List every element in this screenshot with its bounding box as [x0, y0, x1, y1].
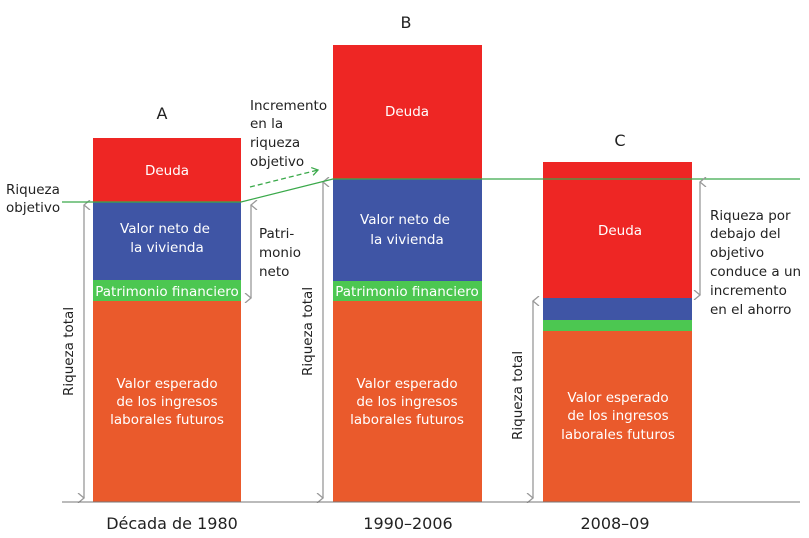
bar-c: C Deuda Valor esperado de los ingresos l… [510, 131, 692, 533]
labor-label: de los ingresos [116, 394, 217, 410]
net-worth-label: Patri- [259, 226, 294, 242]
target-label: Riqueza [6, 182, 60, 198]
total-label: Riqueza total [510, 351, 526, 440]
labor-segment [333, 301, 482, 502]
increase-label: en la [250, 116, 283, 132]
housing-label: Valor neto de [120, 221, 210, 237]
total-label: Riqueza total [61, 307, 77, 396]
bar-label: C [614, 131, 625, 150]
housing-label: la vivienda [130, 240, 204, 256]
labor-label: de los ingresos [567, 408, 668, 424]
bar-label: A [157, 104, 168, 123]
debt-label: Deuda [385, 104, 429, 120]
financial-label: Patrimonio financiero [95, 284, 239, 300]
housing-segment [543, 298, 692, 320]
period-label: 1990–2006 [363, 514, 452, 533]
housing-label: la vivienda [370, 232, 444, 248]
net-worth-label: neto [259, 264, 289, 280]
below-target-label: incremento [710, 283, 787, 299]
financial-segment [333, 281, 482, 301]
debt-label: Deuda [598, 223, 642, 239]
period-label: Década de 1980 [106, 514, 238, 533]
labor-label: de los ingresos [356, 394, 457, 410]
financial-segment [543, 320, 692, 331]
labor-segment [93, 301, 241, 502]
bar-a: A Deuda Valor neto de la vivienda Patrim… [61, 104, 241, 533]
housing-segment [333, 179, 482, 281]
labor-label: laborales futuros [350, 412, 464, 428]
target-wealth-line [62, 178, 800, 203]
below-target-label: Riqueza por [710, 208, 791, 224]
labor-label: Valor esperado [356, 376, 457, 392]
debt-segment [333, 45, 482, 179]
increase-label: riqueza [250, 135, 300, 151]
housing-segment [93, 202, 241, 280]
increase-label: objetivo [250, 154, 304, 170]
labor-label: laborales futuros [110, 412, 224, 428]
financial-segment [93, 280, 241, 301]
housing-label: Valor neto de [360, 212, 450, 228]
bar-b: B Deuda Valor neto de la vivienda Patrim… [300, 13, 482, 533]
bar-label: B [401, 13, 412, 32]
labor-label: Valor esperado [567, 390, 668, 406]
labor-segment [543, 331, 692, 502]
below-target-label: debajo del [710, 226, 781, 242]
increase-label: Incremento [250, 98, 327, 114]
financial-label: Patrimonio financiero [335, 284, 479, 300]
period-label: 2008–09 [580, 514, 649, 533]
labor-label: laborales futuros [561, 427, 675, 443]
debt-label: Deuda [145, 163, 189, 179]
increase-arrow [249, 166, 320, 188]
below-target-label: conduce a un [710, 264, 801, 280]
total-label: Riqueza total [300, 287, 316, 376]
labor-label: Valor esperado [116, 376, 217, 392]
net-worth-label: monio [259, 245, 301, 261]
target-label: objetivo [6, 200, 60, 216]
below-target-label: en el ahorro [710, 302, 791, 318]
below-target-label: objetivo [710, 245, 764, 261]
debt-segment [93, 138, 241, 202]
debt-segment [543, 162, 692, 298]
